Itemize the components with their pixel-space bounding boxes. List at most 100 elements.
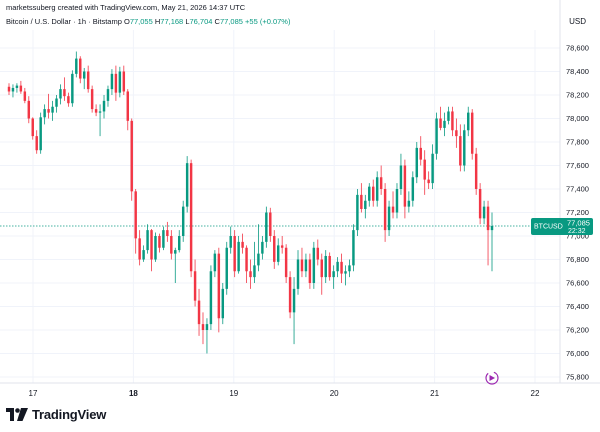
candle-body [245, 247, 248, 272]
candle [90, 85, 94, 113]
candle-body [332, 271, 335, 278]
candle-body [118, 71, 122, 93]
candle [79, 56, 82, 84]
candle-body [312, 247, 316, 283]
candle-body [86, 71, 90, 90]
candle [284, 244, 288, 283]
candle-body [423, 159, 426, 180]
candle-body [336, 261, 339, 272]
candle-body [201, 324, 205, 330]
candle [486, 200, 490, 266]
candle [300, 247, 304, 278]
tradingview-logo[interactable]: TradingView [6, 407, 106, 422]
candle [11, 84, 15, 98]
candle-body [130, 120, 133, 192]
candle-body [375, 177, 379, 201]
ohlc-high: H77,168 [154, 17, 184, 26]
candle-body [364, 200, 367, 209]
candle [63, 77, 66, 101]
price-tick-label: 77,800 [566, 138, 589, 147]
symbol-description[interactable]: Bitcoin / U.S. Dollar · 1h · Bitstamp [6, 17, 122, 26]
candle-body [269, 212, 272, 236]
candle-body [185, 163, 189, 207]
last-price-value: 77,085 [567, 219, 590, 228]
time-axis[interactable]: 17 18 19 20 21 22 [29, 389, 540, 398]
candle-body [55, 98, 58, 107]
candle-body [276, 245, 280, 262]
candle [55, 95, 58, 113]
time-tick-label: 21 [430, 389, 439, 398]
candle [197, 288, 201, 336]
currency-label[interactable]: USD [569, 17, 586, 26]
candle [288, 271, 292, 319]
candle [467, 106, 470, 137]
candle-body [391, 206, 395, 213]
candle-body [170, 236, 173, 254]
candle [427, 171, 430, 189]
candle [312, 241, 316, 289]
candle [261, 236, 264, 260]
candle [237, 236, 240, 274]
candle-body [39, 117, 42, 151]
candle [189, 159, 193, 278]
candle-body [308, 259, 312, 283]
last-price-tag-bg [531, 218, 593, 236]
candle-body [451, 111, 454, 131]
candle [336, 257, 339, 278]
price-tick-label: 76,000 [566, 349, 589, 358]
price-tick-label: 77,600 [566, 161, 589, 170]
candle [146, 224, 149, 254]
candle [134, 189, 137, 254]
candle [126, 89, 129, 131]
candle-body [304, 259, 308, 272]
time-tick-label: 20 [330, 389, 339, 398]
candle-body [158, 236, 161, 248]
candle [443, 112, 446, 137]
candle-body [102, 100, 106, 112]
candle-body [403, 165, 407, 207]
candle-body [379, 177, 383, 189]
price-axis[interactable]: 75,800 76,000 76,200 76,400 76,600 76,800 77,0… [566, 44, 589, 382]
replay-icon[interactable] [485, 371, 499, 385]
candle-body [399, 165, 403, 189]
candle-body [47, 109, 50, 113]
candle-body [82, 71, 86, 79]
candle [209, 265, 213, 330]
price-tick-label: 77,000 [566, 232, 589, 241]
candle-body [193, 271, 197, 301]
candle-body [110, 73, 114, 90]
candle-body [178, 236, 181, 251]
candle [86, 65, 90, 93]
tradingview-logo-icon [6, 408, 28, 421]
candle-body [146, 230, 149, 251]
candle [193, 259, 197, 307]
candle-body [59, 89, 62, 99]
candle-body [320, 259, 323, 278]
candle [292, 277, 296, 345]
candle [407, 191, 411, 213]
candle-body [435, 118, 438, 154]
candle [47, 93, 50, 119]
candle [217, 247, 221, 333]
candle-body [98, 111, 102, 113]
candle [360, 183, 363, 213]
candle [372, 179, 375, 207]
symbol-ohlc-line[interactable]: Bitcoin / U.S. Dollar · 1h · Bitstamp O7… [6, 17, 290, 26]
candle-body [253, 265, 256, 278]
candle [451, 106, 454, 137]
candle-body [467, 112, 470, 131]
candle-body [470, 112, 474, 154]
candle [221, 283, 225, 325]
candle-body [94, 109, 98, 113]
candle-body [233, 236, 236, 272]
candle [280, 236, 284, 254]
candle [383, 183, 387, 242]
candle [241, 233, 244, 254]
last-price-symbol: BTCUSD [534, 224, 563, 231]
candle-body [19, 85, 23, 92]
candle-body [205, 324, 209, 330]
candle [296, 250, 300, 295]
candle [15, 83, 19, 93]
candle-body [79, 58, 82, 79]
